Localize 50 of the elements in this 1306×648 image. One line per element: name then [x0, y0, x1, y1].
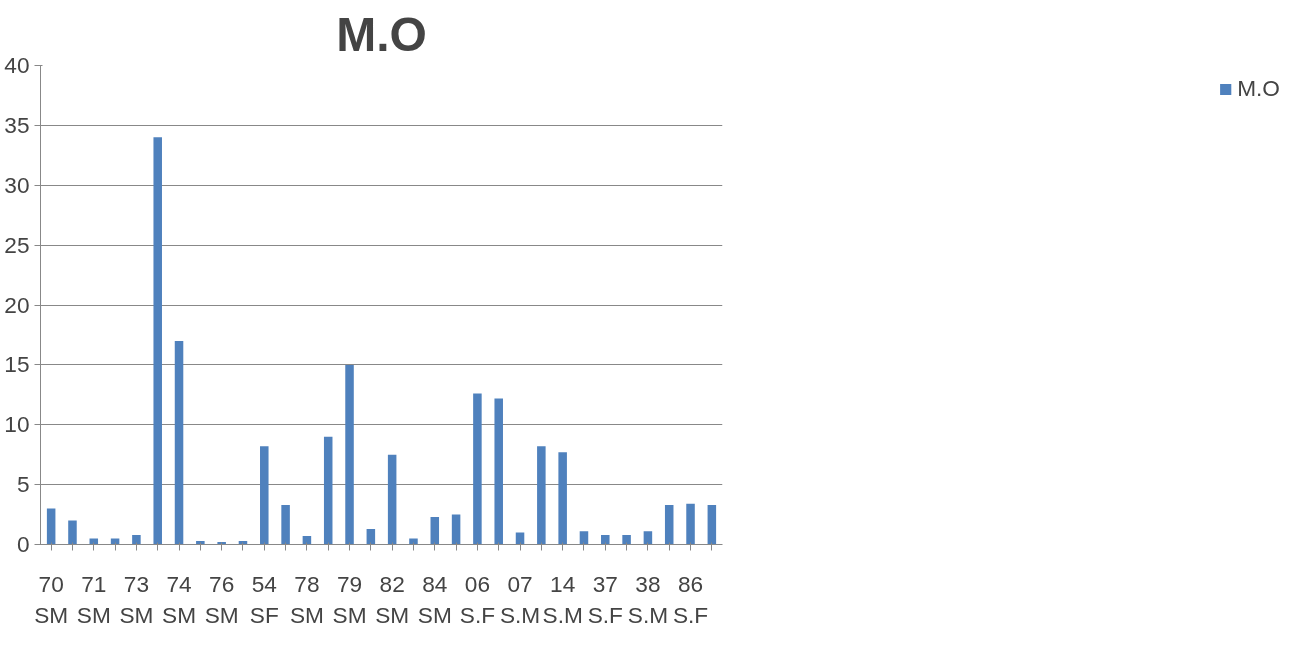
- x-tick-label: 86 S.F: [672, 570, 709, 628]
- y-tick-label: 40: [4, 52, 30, 78]
- bar: [281, 504, 290, 545]
- bar: [643, 531, 653, 545]
- bar: [451, 514, 461, 545]
- x-tick-label: 14 S.M: [542, 570, 583, 628]
- bar: [622, 534, 631, 545]
- bar: [153, 137, 162, 545]
- x-tick-label: 79 SM: [332, 570, 367, 628]
- x-tick-label: 07 S.M: [499, 570, 541, 628]
- bar: [68, 520, 77, 545]
- x-tick-label: 54 SF: [249, 570, 279, 628]
- x-tick-label: 37 S.F: [587, 570, 623, 628]
- x-tick-label: 82 SM: [375, 570, 410, 628]
- bar: [686, 503, 695, 545]
- y-tick-label: 0: [16, 531, 30, 557]
- bar: [601, 534, 610, 545]
- bar: [46, 508, 56, 545]
- bar: [664, 504, 674, 545]
- bar: [473, 393, 482, 545]
- bar: [579, 531, 589, 545]
- bar: [537, 446, 546, 545]
- bar: [345, 364, 354, 545]
- bar: [260, 446, 269, 545]
- y-tick-label: 35: [4, 111, 30, 138]
- bar: [707, 504, 717, 545]
- x-tick-label: 76 SM: [204, 570, 239, 628]
- x-tick-label: 70 SM: [34, 570, 69, 628]
- bar: [323, 436, 333, 545]
- bar: [174, 340, 184, 545]
- y-tick-label: 30: [4, 171, 30, 198]
- y-tick-label: 5: [16, 471, 30, 498]
- chart-title: M.O: [336, 7, 427, 61]
- x-tick-label: 84 SM: [417, 570, 452, 628]
- bar: [132, 534, 141, 545]
- y-tick-label: 20: [4, 291, 30, 318]
- y-tick-label: 25: [4, 231, 30, 258]
- legend-label: M.O: [1237, 75, 1280, 102]
- x-tick-label: 06 S.F: [459, 570, 496, 628]
- x-tick-label: 71 SM: [76, 570, 111, 628]
- y-tick-label: 10: [4, 411, 30, 438]
- x-tick-label: 38 S.M: [627, 570, 669, 628]
- bar: [558, 452, 567, 545]
- y-tick-label: 15: [4, 351, 30, 378]
- x-tick-label: 73 SM: [119, 570, 154, 628]
- x-tick-label: 78 SM: [289, 570, 324, 628]
- bar: [494, 398, 503, 545]
- bar: [430, 516, 440, 545]
- x-tick-label: 74 SM: [162, 570, 197, 628]
- bar: [387, 454, 397, 545]
